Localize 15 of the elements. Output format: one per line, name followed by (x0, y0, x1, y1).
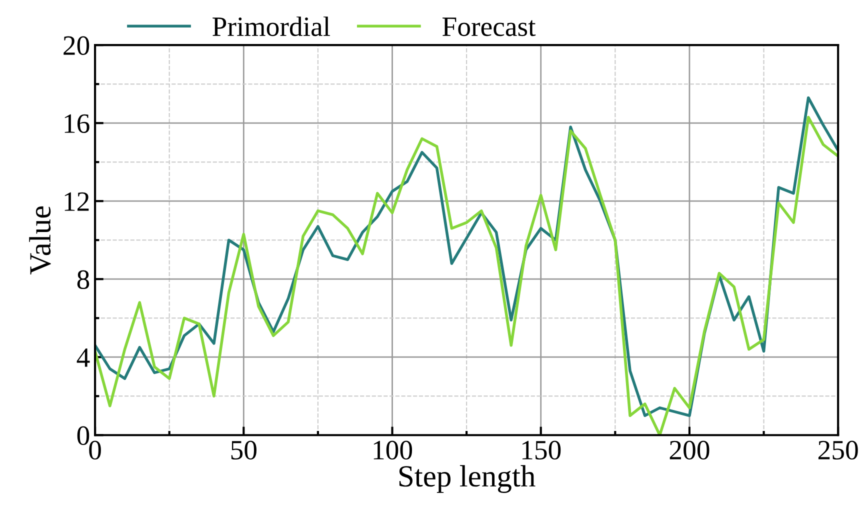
x-tick-label: 100 (374, 440, 412, 460)
y-tick-label: 12 (64, 192, 89, 211)
y-axis-title: Value (29, 206, 51, 275)
y-tick-label: 16 (64, 114, 90, 133)
legend-label: Primordial (212, 16, 330, 36)
x-tick-label: 50 (231, 440, 256, 460)
y-tick-label: 8 (77, 270, 90, 290)
x-tick-label: 200 (670, 440, 710, 460)
y-tick-label: 4 (76, 348, 90, 367)
legend-label: Forecast (442, 18, 536, 36)
y-tick-label: 20 (64, 36, 90, 55)
x-tick-label: 150 (522, 440, 561, 460)
x-tick-label: 250 (818, 440, 858, 460)
x-axis-title: Step length (399, 465, 536, 493)
y-tick-label: 0 (77, 426, 90, 446)
